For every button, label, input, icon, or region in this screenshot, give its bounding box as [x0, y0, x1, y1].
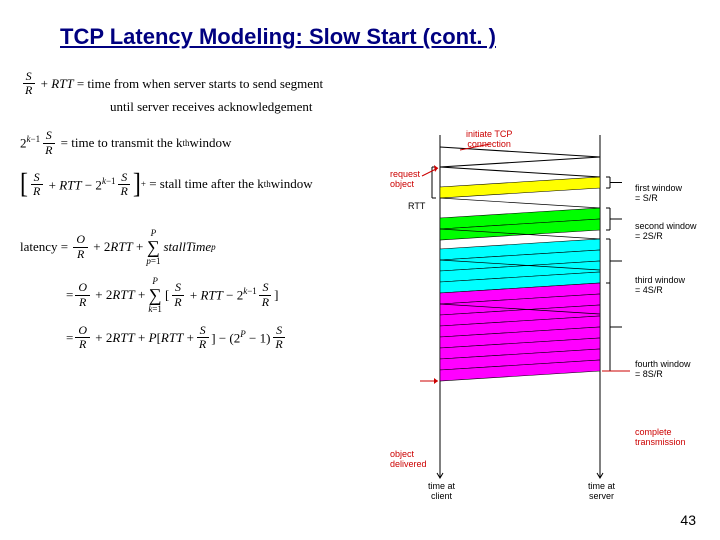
eq2-text: = time to transmit the k	[61, 135, 183, 151]
label-complete: completetransmission	[635, 428, 686, 448]
label-window-4: fourth window= 8S/R	[635, 360, 691, 380]
slide-title: TCP Latency Modeling: Slow Start (cont. …	[60, 24, 496, 50]
label-window-1: first window= S/R	[635, 184, 682, 204]
timing-diagram: initiate TCPconnection requestobject RTT…	[380, 130, 710, 510]
label-window-2: second window= 2S/R	[635, 222, 697, 242]
eq3-text: = stall time after the k	[149, 176, 264, 192]
eq2-suffix: window	[189, 135, 231, 151]
eq1-text2: until server receives acknowledgement	[110, 99, 313, 115]
label-window-3: third window= 4S/R	[635, 276, 685, 296]
eq3-suffix: window	[271, 176, 313, 192]
equation-1: SR + RTT = time from when server starts …	[20, 70, 420, 115]
label-delivered: objectdelivered	[390, 450, 427, 470]
eq1-text: = time from when server starts to send s…	[77, 76, 323, 92]
latency-equation: latency = OR + 2RTT + P∑p=1 stallTimep =…	[20, 228, 420, 351]
equation-3: [ SR + RTT − 2k−1 SR ]+ = stall time aft…	[20, 171, 420, 198]
label-initiate: initiate TCPconnection	[466, 130, 512, 150]
label-time-server: time atserver	[588, 482, 615, 502]
label-time-client: time atclient	[428, 482, 455, 502]
equation-2: 2k−1 SR = time to transmit the kth windo…	[20, 129, 420, 156]
page-number: 43	[680, 512, 696, 528]
label-request: requestobject	[390, 170, 420, 190]
equations-region: SR + RTT = time from when server starts …	[20, 70, 420, 366]
latency-label: latency =	[20, 239, 68, 255]
label-rtt: RTT	[408, 202, 425, 212]
